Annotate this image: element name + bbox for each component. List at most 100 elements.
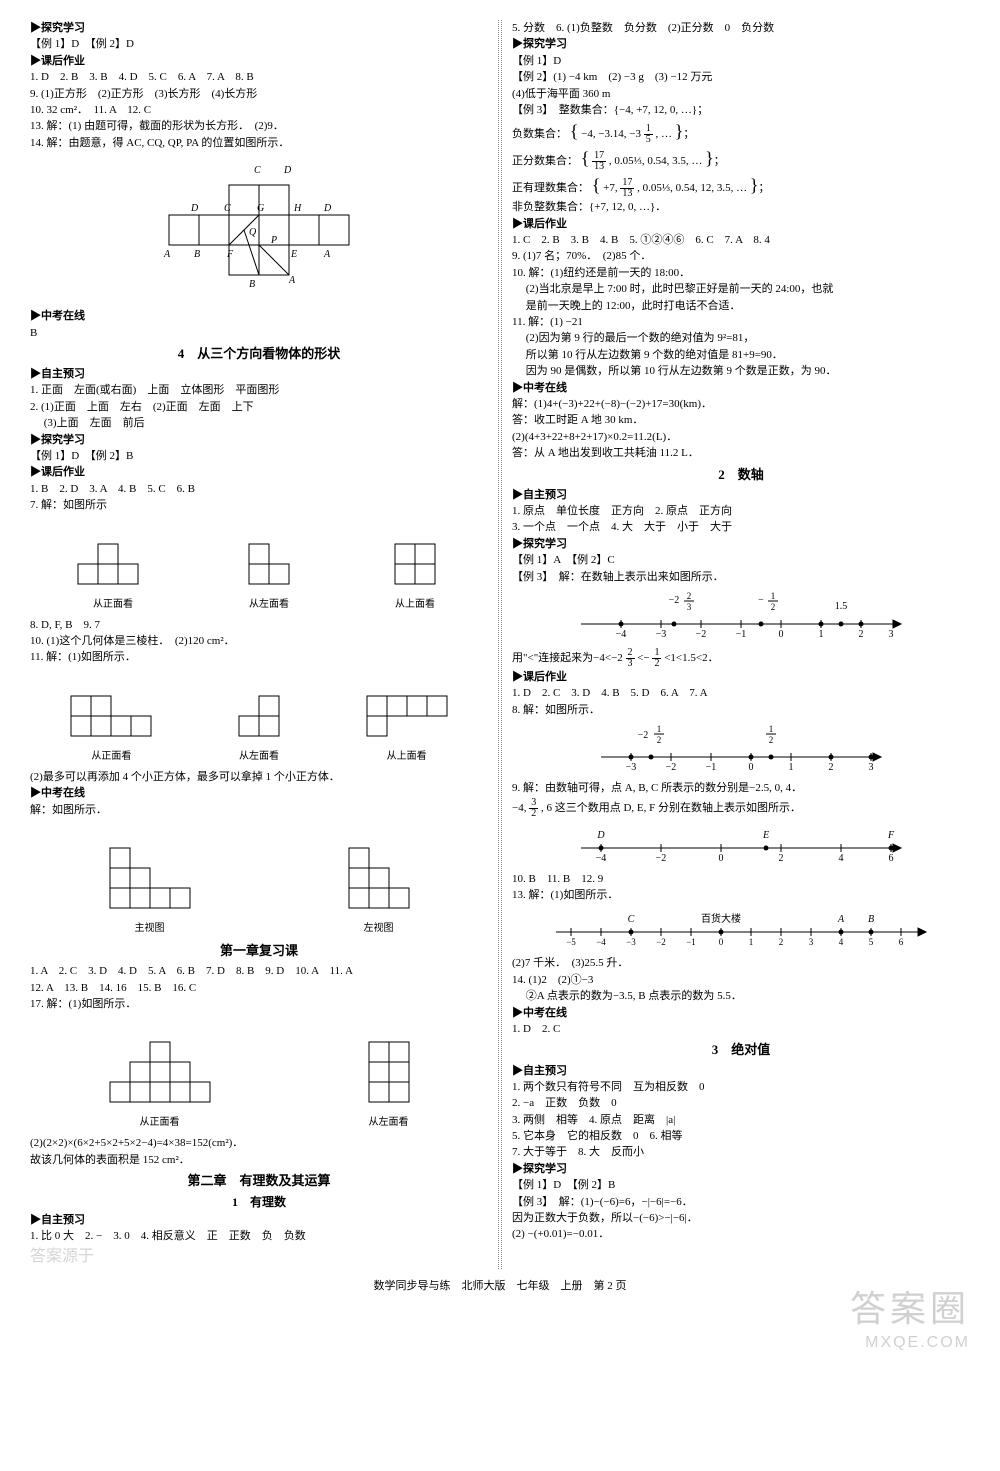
text-line: 1. C 2. B 3. B 4. B 5. ①②④⑥ 6. C 7. A 8.… [512,233,970,248]
top-view-1 [380,524,450,594]
text-line: 【例 3】 整数集合：{−4, +7, 12, 0, …}； [512,103,970,118]
svg-text:1: 1 [657,724,662,734]
number-line-3: −4−20246 DEF [561,823,921,868]
section-title: 2 数轴 [512,466,970,484]
text-line: 【例 2】(1) −4 km (2) −3 g (3) −12 万元 [512,70,970,85]
section-title: 1 有理数 [30,1194,488,1211]
watermark-url: MXQE.COM [865,1332,970,1354]
section-mark: ▶课后作业 [30,54,488,69]
section-mark: ▶课后作业 [512,217,970,232]
text-line: 故该几何体的表面积是 152 cm²． [30,1153,488,1168]
text-line: (3)上面 左面 前后 [30,416,488,431]
text-line: 13. 解：(1)如图所示． [512,888,970,903]
svg-text:0: 0 [719,937,724,947]
svg-text:−2: −2 [656,853,667,864]
text-line: 9. (1)正方形 (2)正方形 (3)长方形 (4)长方形 [30,87,488,102]
section-mark: ▶探究学习 [512,537,970,552]
right-column: 5. 分数 6. (1)负整数 负分数 (2)正分数 0 负分数 ▶探究学习 【… [512,20,970,1269]
text-line: B [30,326,488,341]
svg-text:C: C [254,165,261,176]
svg-text:B: B [194,249,200,260]
svg-text:−4: −4 [616,629,627,640]
text-line: 10. B 11. B 12. 9 [512,872,970,887]
svg-text:−2: −2 [656,937,666,947]
svg-text:D: D [283,165,292,176]
footer-text: 数学同步导与练 北师大版 七年级 上册 第 2 页 [374,1280,627,1292]
section-mark: ▶自主预习 [512,488,970,503]
text-line: 2. (1)正面 上面 左右 (2)正面 左面 上下 [30,400,488,415]
page-footer: 数学同步导与练 北师大版 七年级 上册 第 2 页 答案圈 MXQE.COM [30,1279,970,1294]
svg-text:5: 5 [869,937,874,947]
svg-text:6: 6 [889,853,894,864]
front-view-1 [68,524,158,594]
number-line-4: −5−4−3−2−10123456 C百货大楼AB [541,907,941,952]
text-line: (4)低于海平面 360 m [512,87,970,102]
svg-text:P: P [270,235,277,246]
text-line: 用"<"连接起来为−4<−2 23 <− 12 <1<1.5<2． [512,648,970,669]
text-line: 5. 分数 6. (1)负整数 负分数 (2)正分数 0 负分数 [512,21,970,36]
text-line: 【例 3】 解：在数轴上表示出来如图所示． [512,570,970,585]
svg-text:F: F [887,830,895,841]
svg-text:D: D [323,203,332,214]
svg-text:2: 2 [769,735,774,745]
svg-text:2: 2 [829,762,834,773]
text-line: 1. A 2. C 3. D 4. D 5. A 6. B 7. D 8. B … [30,964,488,979]
text: 正有理数集合： [512,182,589,194]
text-line: (2)最多可以再添加 4 个小正方体，最多可以拿掉 1 个小正方体． [30,770,488,785]
caption: 从左面看 [234,598,304,612]
left-view-3 [339,828,419,918]
svg-text:C: C [224,203,231,214]
text-line: 5. 它本身 它的相反数 0 6. 相等 [512,1129,970,1144]
fraction: 12 [652,648,661,669]
three-view-row-1: 从正面看 从左面看 从上面看 [30,520,488,612]
svg-text:E: E [762,830,769,841]
svg-text:2: 2 [687,591,692,601]
text-line: 【例 3】 解：(1)−(−6)=6，−|−6|=−6． [512,1195,970,1210]
svg-text:2: 2 [779,853,784,864]
section-mark: ▶中考在线 [30,309,488,324]
text: 正分数集合： [512,155,578,167]
text-line: 答：收工时距 A 地 30 km． [512,413,970,428]
text-line: 正分数集合： { 1713 , 0.05⅓, 0.54, 3.5, … }； [512,146,970,172]
text-line: 14. 解：由题意，得 AC, CQ, QP, PA 的位置如图所示． [30,136,488,151]
svg-text:−4: −4 [596,853,607,864]
caption: 从正面看 [100,1116,220,1130]
text-line: 1. 比 0 大 2. − 3. 0 4. 相反意义 正 正数 负 负数 [30,1229,488,1244]
fraction: 1713 [592,151,606,172]
section-title: 第一章复习课 [30,942,488,960]
text: <− [637,652,649,664]
number-line-2: −3−2−10123 −2 12 12 [581,722,901,777]
section-title: 4 从三个方向看物体的形状 [30,345,488,363]
watermark-faint: 答案源于 [30,1246,488,1268]
text-line: 10. (1)这个几何体是三棱柱． (2)120 cm²． [30,634,488,649]
text-line: 12. A 13. B 14. 16 15. B 16. C [30,981,488,996]
svg-text:A: A [323,249,331,260]
caption: 左视图 [339,922,419,936]
text-line: 1. D 2. B 3. B 4. D 5. C 6. A 7. A 8. B [30,70,488,85]
svg-text:E: E [290,249,297,260]
two-view-row-2: 从正面看 从左面看 [30,1018,488,1130]
page-columns: ▶探究学习 【例 1】D 【例 2】D ▶课后作业 1. D 2. B 3. B… [30,20,970,1269]
text-line: (2) −(+0.01)=−0.01． [512,1227,970,1242]
svg-text:2: 2 [657,735,662,745]
svg-text:−4: −4 [596,937,606,947]
svg-text:C: C [628,914,635,925]
three-view-row-2: 从正面看 从左面看 从上面看 [30,672,488,764]
two-view-row: 主视图 左视图 [30,824,488,936]
text-line: 【例 1】D 【例 2】D [30,37,488,52]
section-mark: ▶自主预习 [512,1064,970,1079]
svg-text:3: 3 [687,602,692,612]
svg-text:4: 4 [839,853,844,864]
svg-text:Q: Q [249,227,257,238]
text-line: 【例 1】D [512,54,970,69]
svg-text:1: 1 [769,724,774,734]
svg-text:4: 4 [839,937,844,947]
text-line: 答：从 A 地出发到收工共耗油 11.2 L． [512,446,970,461]
main-view [100,828,200,918]
text-line: −4, 32 , 6 这三个数用点 D, E, F 分别在数轴上表示如图所示． [512,798,970,819]
svg-text:2: 2 [779,937,784,947]
section-title: 3 绝对值 [512,1041,970,1059]
section-mark: ▶中考在线 [30,786,488,801]
text-line: 14. (1)2 (2)①−3 [512,973,970,988]
caption: 主视图 [100,922,200,936]
